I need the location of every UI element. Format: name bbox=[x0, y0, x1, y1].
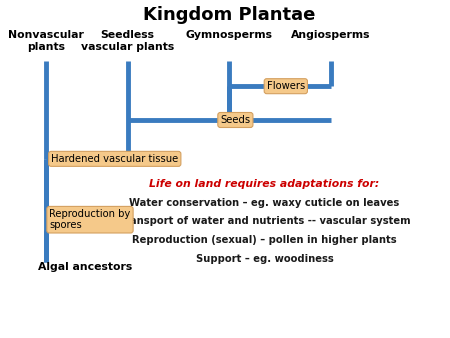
Text: Gymnosperms: Gymnosperms bbox=[186, 30, 273, 41]
Text: Water conservation – eg. waxy cuticle on leaves: Water conservation – eg. waxy cuticle on… bbox=[129, 198, 400, 208]
Text: Transport of water and nutrients -- vascular system: Transport of water and nutrients -- vasc… bbox=[119, 216, 410, 226]
Text: Angiosperms: Angiosperms bbox=[291, 30, 370, 41]
Text: Reproduction by
spores: Reproduction by spores bbox=[50, 209, 130, 231]
Text: Nonvascular
plants: Nonvascular plants bbox=[8, 30, 84, 52]
Text: Reproduction (sexual) – pollen in higher plants: Reproduction (sexual) – pollen in higher… bbox=[132, 235, 397, 245]
Text: Hardened vascular tissue: Hardened vascular tissue bbox=[51, 154, 178, 164]
Text: Life on land requires adaptations for:: Life on land requires adaptations for: bbox=[149, 179, 380, 189]
Text: Flowers: Flowers bbox=[267, 81, 305, 91]
Text: Support – eg. woodiness: Support – eg. woodiness bbox=[196, 254, 333, 264]
Text: Seedless
vascular plants: Seedless vascular plants bbox=[81, 30, 174, 52]
Text: Kingdom Plantae: Kingdom Plantae bbox=[143, 6, 315, 24]
Text: Seeds: Seeds bbox=[220, 115, 251, 125]
Text: Algal ancestors: Algal ancestors bbox=[38, 262, 133, 272]
